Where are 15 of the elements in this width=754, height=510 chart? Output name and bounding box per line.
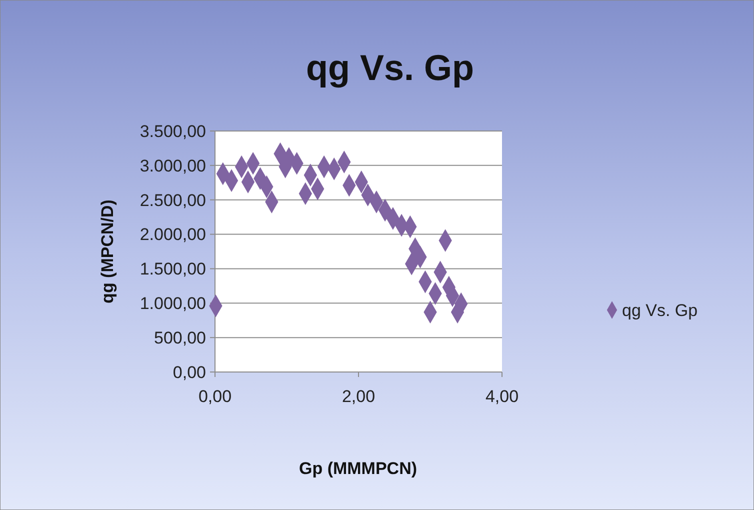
y-tick-label: 3.500,00: [140, 122, 206, 141]
legend-label: qg Vs. Gp: [622, 300, 698, 320]
y-tick-label: 1.500,00: [140, 260, 206, 279]
x-tick-label: 0,00: [198, 387, 232, 406]
y-axis-title: qg (MPCN/D): [98, 200, 117, 304]
y-tick-label: 2.000,00: [140, 225, 206, 244]
x-tick-label: 2,00: [342, 387, 376, 406]
y-tick-label: 1.000,00: [140, 294, 206, 314]
x-tick-label: 4,00: [485, 387, 519, 406]
chart-title: qg Vs. Gp: [306, 47, 474, 88]
y-tick-label: 0,00: [172, 362, 206, 382]
y-tick-label: 2.500,00: [140, 190, 206, 210]
x-axis-title: Gp (MMMPCN): [298, 459, 418, 478]
y-tick-label: 3.000,00: [140, 156, 206, 176]
y-tick-label: 500,00: [154, 328, 206, 348]
